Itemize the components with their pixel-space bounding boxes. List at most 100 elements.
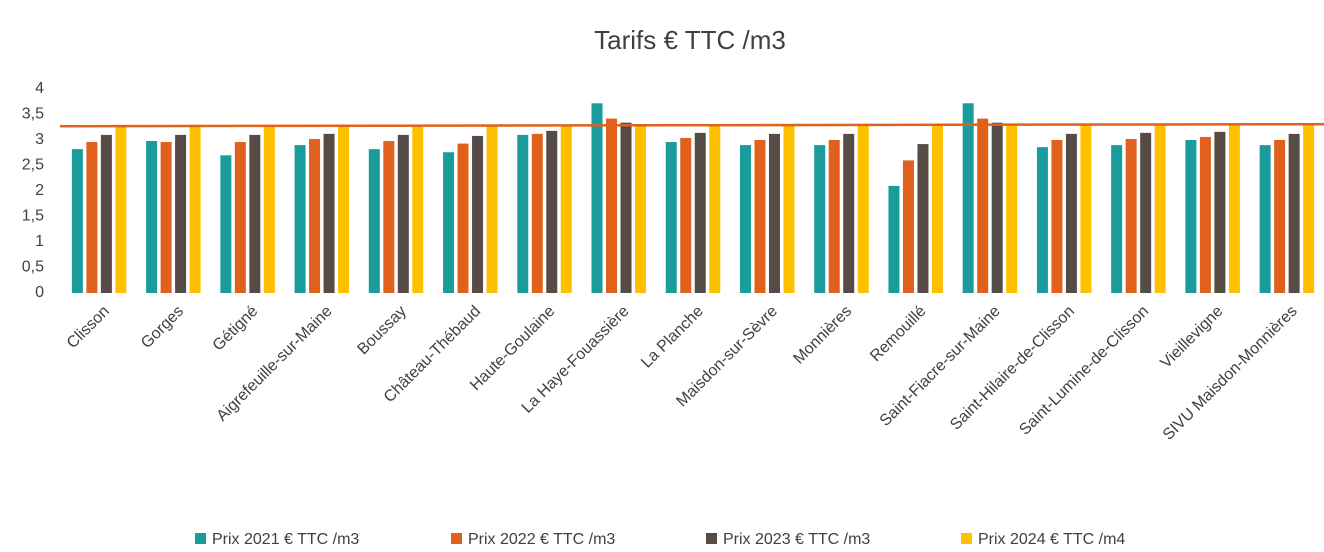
y-tick-label: 1,5 bbox=[22, 208, 44, 225]
chart-title: Tarifs € TTC /m3 bbox=[594, 25, 786, 55]
bar bbox=[635, 124, 647, 293]
y-tick-label: 1 bbox=[35, 233, 44, 250]
legend-label: Prix 2024 € TTC /m4 bbox=[978, 531, 1125, 548]
bar bbox=[917, 144, 929, 293]
bar bbox=[665, 142, 677, 293]
bar bbox=[1288, 133, 1300, 293]
bar bbox=[606, 118, 618, 293]
y-tick-label: 0,5 bbox=[22, 259, 44, 276]
bar bbox=[309, 138, 321, 293]
bar bbox=[397, 134, 409, 293]
bar bbox=[931, 124, 943, 293]
y-tick-label: 4 bbox=[35, 80, 44, 97]
bar bbox=[1259, 145, 1271, 293]
x-tick-label: Saint-Lumine-de-Clisson bbox=[1016, 303, 1152, 439]
bar bbox=[814, 145, 826, 293]
bar bbox=[443, 152, 455, 293]
bar bbox=[146, 141, 158, 293]
y-tick-label: 0 bbox=[35, 284, 44, 301]
bar bbox=[189, 124, 201, 293]
bar bbox=[71, 149, 83, 293]
bar bbox=[1228, 124, 1240, 293]
trend-line bbox=[59, 122, 1324, 128]
bar bbox=[977, 118, 989, 293]
bar bbox=[457, 143, 469, 293]
bar bbox=[1214, 131, 1226, 293]
bar bbox=[1199, 136, 1211, 293]
x-tick-label: Saint-Hilaire-de-Clisson bbox=[947, 303, 1078, 434]
bar bbox=[1080, 124, 1092, 293]
bar bbox=[620, 122, 632, 293]
bar bbox=[234, 142, 246, 293]
bar bbox=[220, 155, 232, 293]
y-tick-label: 2,5 bbox=[22, 157, 44, 174]
y-tick-label: 2 bbox=[35, 182, 44, 199]
y-tick-label: 3 bbox=[35, 131, 44, 148]
bar bbox=[1185, 140, 1197, 293]
legend-swatch bbox=[195, 533, 206, 544]
bar bbox=[1111, 145, 1123, 293]
x-tick-label: La Planche bbox=[638, 303, 707, 372]
legend-swatch bbox=[706, 533, 717, 544]
bar bbox=[368, 149, 380, 293]
bar bbox=[294, 145, 306, 293]
bar bbox=[1274, 140, 1286, 293]
bar bbox=[338, 124, 350, 293]
legend-swatch bbox=[961, 533, 972, 544]
bar bbox=[1036, 147, 1048, 293]
bar bbox=[249, 134, 261, 293]
bar bbox=[412, 124, 424, 293]
x-tick-label: SIVU Maisdon-Monnières bbox=[1160, 303, 1301, 444]
bar bbox=[560, 124, 572, 293]
bar bbox=[1303, 124, 1315, 293]
bar bbox=[1154, 124, 1166, 293]
bar bbox=[694, 132, 706, 293]
bar bbox=[86, 142, 98, 293]
bar bbox=[902, 160, 914, 293]
x-tick-label: Gorges bbox=[138, 303, 187, 352]
bar bbox=[783, 124, 795, 293]
bar bbox=[1006, 124, 1018, 293]
bar bbox=[888, 185, 900, 293]
bar bbox=[591, 103, 603, 293]
legend-label: Prix 2022 € TTC /m3 bbox=[468, 531, 615, 548]
bar bbox=[1051, 140, 1063, 293]
bar bbox=[472, 135, 484, 293]
bar bbox=[383, 141, 395, 293]
x-tick-label: Clisson bbox=[64, 303, 113, 352]
x-tick-label: Monnières bbox=[790, 303, 855, 368]
bar bbox=[739, 145, 751, 293]
bar bbox=[754, 140, 766, 293]
legend-label: Prix 2023 € TTC /m3 bbox=[723, 531, 870, 548]
bar bbox=[1065, 133, 1077, 293]
bar bbox=[857, 124, 869, 293]
bar bbox=[768, 133, 780, 293]
x-tick-label: Saint-Fiacre-sur-Maine bbox=[877, 303, 1004, 430]
bar bbox=[263, 124, 275, 293]
bar bbox=[323, 133, 335, 293]
x-tick-label: Boussay bbox=[354, 303, 409, 358]
bar bbox=[1125, 138, 1137, 293]
bar bbox=[546, 130, 558, 293]
bar bbox=[100, 134, 112, 293]
bar bbox=[160, 142, 172, 293]
bar bbox=[843, 133, 855, 293]
legend-swatch bbox=[451, 533, 462, 544]
x-tick-label: Gétigné bbox=[210, 303, 262, 355]
y-tick-label: 3,5 bbox=[22, 106, 44, 123]
x-tick-label: Vieillevigne bbox=[1157, 303, 1226, 372]
bar bbox=[1140, 132, 1152, 293]
x-tick-label: Remouillé bbox=[867, 303, 929, 365]
legend-label: Prix 2021 € TTC /m3 bbox=[212, 531, 359, 548]
bar bbox=[175, 134, 187, 293]
bar bbox=[828, 140, 840, 293]
bar bbox=[991, 122, 1003, 293]
bar bbox=[486, 124, 498, 293]
bar bbox=[962, 103, 974, 293]
bar bbox=[531, 133, 543, 293]
bar bbox=[115, 125, 127, 293]
bar bbox=[517, 134, 529, 293]
bar bbox=[709, 124, 721, 293]
